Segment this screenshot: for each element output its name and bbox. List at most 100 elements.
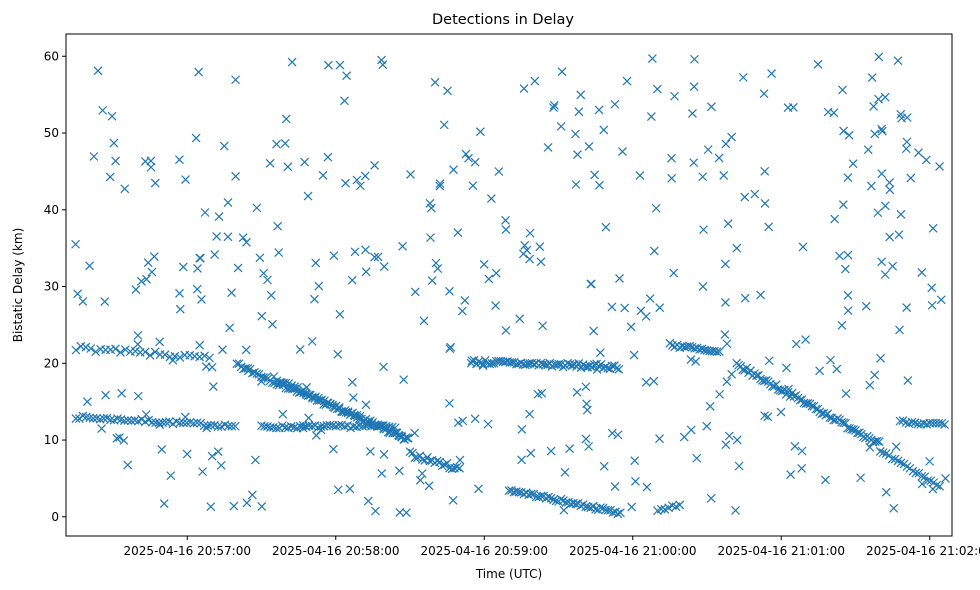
detection-point — [431, 258, 441, 268]
detection-point — [198, 467, 207, 477]
detection-point — [82, 397, 92, 407]
detection-point — [941, 474, 950, 483]
y-tick-label: 0 — [51, 510, 59, 524]
detection-point — [848, 159, 858, 169]
detection-point — [501, 326, 511, 335]
detection-point — [630, 456, 640, 466]
detection-point — [840, 264, 850, 274]
detection-point — [229, 501, 239, 511]
detection-point — [872, 436, 882, 446]
detection-point — [447, 464, 457, 474]
detection-point — [271, 423, 281, 433]
detection-point — [504, 486, 514, 496]
detection-point — [732, 243, 742, 253]
detection-point — [182, 449, 192, 459]
chart-title: Detections in Delay — [432, 12, 574, 28]
detection-point — [607, 361, 617, 371]
detection-point — [917, 267, 927, 277]
detection-point — [615, 508, 625, 518]
detection-point — [622, 76, 632, 86]
detection-point — [126, 416, 136, 426]
detection-point — [295, 345, 305, 354]
detection-point — [570, 129, 580, 139]
y-tick-label: 50 — [44, 126, 59, 140]
detection-point — [903, 376, 913, 385]
detection-point — [303, 191, 313, 201]
detection-point — [667, 173, 677, 183]
detection-point — [206, 502, 216, 512]
detection-point — [692, 453, 702, 463]
detection-point — [491, 268, 501, 278]
detection-point — [878, 448, 888, 458]
detection-point — [843, 173, 853, 183]
y-tick-label: 10 — [44, 433, 59, 447]
detection-point — [268, 319, 277, 329]
detection-point — [923, 476, 933, 486]
detection-point — [935, 481, 945, 491]
detection-point — [714, 347, 724, 357]
detection-point — [117, 388, 127, 398]
detection-point — [230, 421, 240, 431]
detection-point — [767, 69, 777, 79]
detection-point — [243, 366, 253, 376]
detection-point — [740, 293, 750, 303]
detection-point — [652, 84, 662, 94]
detection-point — [537, 388, 547, 398]
detection-point — [116, 348, 125, 357]
detection-point — [626, 322, 636, 332]
detection-point — [422, 452, 432, 462]
detection-point — [161, 417, 171, 427]
detection-point — [866, 181, 876, 191]
detection-point — [377, 55, 386, 65]
detection-point — [302, 390, 311, 400]
detection-point — [323, 152, 333, 162]
detection-point — [238, 233, 248, 243]
detection-point — [885, 232, 895, 242]
detection-point — [181, 175, 190, 184]
detection-point — [756, 290, 766, 300]
detection-point — [445, 286, 454, 296]
detection-point — [921, 155, 931, 165]
detection-point — [350, 247, 360, 257]
detection-point — [875, 447, 885, 456]
detection-point — [213, 447, 223, 457]
detection-point — [689, 82, 699, 92]
detection-point — [501, 215, 510, 225]
detection-point — [73, 289, 83, 299]
detection-point — [596, 503, 605, 512]
detection-point — [920, 472, 930, 482]
detection-point — [727, 132, 737, 142]
detection-point — [435, 181, 445, 191]
detection-point — [514, 487, 524, 497]
detection-point — [807, 401, 817, 411]
y-axis-label: Bistatic Delay (km) — [11, 228, 25, 343]
detection-point — [764, 222, 774, 232]
detection-point — [318, 170, 328, 180]
detection-point — [798, 242, 808, 252]
detection-point — [549, 103, 559, 113]
detection-point — [410, 453, 420, 463]
detection-point — [763, 412, 773, 422]
detection-point — [647, 54, 657, 63]
detection-point — [202, 423, 212, 433]
detection-point — [223, 232, 233, 242]
detection-point — [145, 351, 155, 360]
detection-point — [527, 358, 537, 368]
detection-point — [141, 410, 151, 419]
detection-point — [536, 491, 546, 501]
detection-point — [699, 225, 708, 235]
detection-point — [613, 430, 623, 440]
detection-point — [106, 415, 115, 425]
detection-point — [691, 356, 701, 366]
detection-point — [865, 380, 875, 390]
detection-point — [365, 446, 375, 456]
detection-point — [400, 435, 409, 444]
detection-point — [906, 173, 916, 183]
detection-point — [603, 505, 613, 515]
x-tick-label: 2025-04-16 21:02:00 — [866, 544, 980, 558]
detection-point — [928, 484, 938, 494]
detection-point — [437, 461, 447, 471]
detection-point — [896, 458, 906, 468]
detection-point — [563, 358, 573, 368]
detection-point — [241, 345, 251, 355]
